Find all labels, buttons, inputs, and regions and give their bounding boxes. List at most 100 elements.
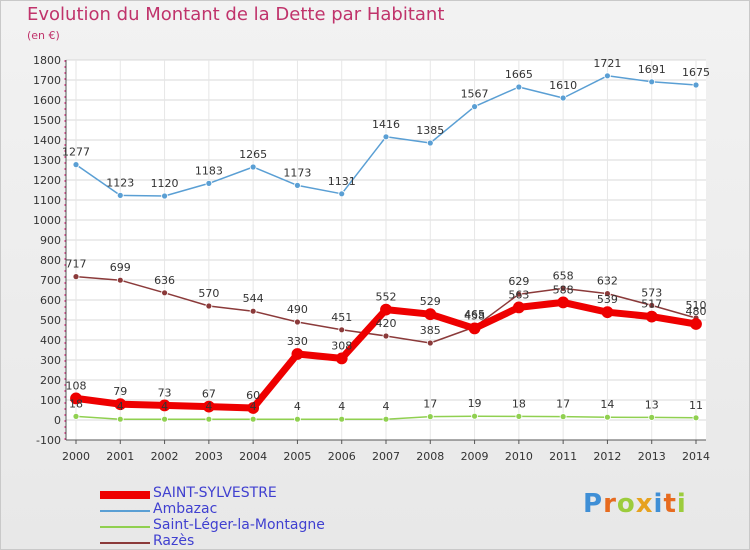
data-point <box>249 415 257 423</box>
x-tick-label: 2002 <box>151 450 179 463</box>
data-label: 420 <box>376 317 397 330</box>
data-label: 1385 <box>416 124 444 137</box>
data-point <box>515 290 523 298</box>
data-point <box>205 415 213 423</box>
data-point <box>559 94 567 102</box>
data-label: 60 <box>246 389 260 402</box>
data-label: 570 <box>198 287 219 300</box>
data-point <box>116 191 124 199</box>
data-label: 4 <box>117 400 124 413</box>
data-point <box>294 415 301 423</box>
data-point <box>471 103 478 110</box>
data-label: 4 <box>161 400 168 413</box>
data-point <box>161 192 168 200</box>
data-label: 517 <box>641 298 662 311</box>
y-tick-label: 200 <box>40 374 61 387</box>
legend-item: Ambazac <box>100 501 380 518</box>
data-point <box>291 348 304 360</box>
data-label: 4 <box>383 400 390 413</box>
data-point <box>601 306 614 319</box>
y-tick-label: 800 <box>40 254 61 267</box>
data-label: 18 <box>69 397 83 410</box>
data-label: 1610 <box>549 79 577 92</box>
data-label: 1120 <box>151 177 179 190</box>
x-tick-label: 2014 <box>682 450 710 463</box>
data-label: 18 <box>512 397 526 410</box>
x-tick-label: 2012 <box>593 450 621 463</box>
data-point <box>468 322 481 335</box>
data-point <box>72 273 80 281</box>
data-label: 1567 <box>461 88 489 101</box>
chart-subtitle: (en €) <box>27 29 60 42</box>
data-point <box>471 412 478 420</box>
y-tick-label: 300 <box>40 354 61 367</box>
legend-swatch <box>100 526 150 528</box>
data-point <box>338 415 346 423</box>
data-point <box>116 415 124 423</box>
data-point <box>161 415 168 423</box>
data-label: 1183 <box>195 164 223 177</box>
data-label: 563 <box>508 288 529 301</box>
data-label: 1675 <box>682 66 710 79</box>
data-label: 13 <box>645 398 659 411</box>
data-label: 552 <box>376 291 397 304</box>
data-point <box>559 413 567 421</box>
data-point <box>426 139 434 147</box>
data-point <box>604 413 611 421</box>
data-label: 14 <box>600 398 614 411</box>
y-tick-label: 100 <box>40 394 61 407</box>
y-tick-label: 0 <box>54 414 61 427</box>
data-label: 17 <box>423 398 437 411</box>
data-label: 19 <box>468 397 482 410</box>
data-point <box>249 307 257 315</box>
y-tick-label: 1300 <box>33 154 61 167</box>
data-point <box>690 318 702 330</box>
data-label: 17 <box>556 398 570 411</box>
chart-title: Evolution du Montant de la Dette par Hab… <box>27 4 445 25</box>
data-label: 1265 <box>239 148 267 161</box>
data-label: 632 <box>597 275 618 288</box>
legend-label: Saint-Léger-la-Montagne <box>153 517 325 533</box>
legend: SAINT-SYLVESTRE Ambazac Saint-Léger-la-Mon… <box>100 485 380 550</box>
data-point <box>72 161 80 169</box>
data-point <box>645 310 658 323</box>
data-label: 1123 <box>106 176 134 189</box>
y-tick-label: 1700 <box>33 74 61 87</box>
x-tick-label: 2004 <box>239 450 267 463</box>
data-point <box>426 339 434 347</box>
x-tick-label: 2005 <box>283 450 311 463</box>
data-point <box>426 413 434 421</box>
data-label: 629 <box>508 275 529 288</box>
y-tick-label: 1000 <box>33 214 61 227</box>
data-label: 1665 <box>505 68 533 81</box>
data-point <box>648 301 656 309</box>
data-label: 490 <box>287 303 308 316</box>
y-tick-label: 700 <box>40 274 61 287</box>
data-point <box>205 179 213 187</box>
data-label: 465 <box>464 308 485 321</box>
line-chart: -100 0 100 200 300 400 500 600 700 800 900 1000 1100… <box>33 54 710 463</box>
data-point <box>70 392 82 405</box>
data-point <box>692 81 700 89</box>
data-label: 1277 <box>62 146 90 159</box>
x-tick-label: 2000 <box>62 450 90 463</box>
data-label: 67 <box>202 388 216 401</box>
data-point <box>382 332 390 340</box>
data-point <box>424 308 437 321</box>
x-tick-label: 2009 <box>461 450 489 463</box>
x-tick-label: 2003 <box>195 450 223 463</box>
x-tick-label: 2008 <box>416 450 444 463</box>
data-label: 330 <box>287 335 308 348</box>
data-point <box>382 415 390 423</box>
data-point <box>648 78 656 86</box>
data-label: 544 <box>243 292 264 305</box>
data-point <box>202 400 215 413</box>
data-label: 458 <box>464 309 485 322</box>
data-point <box>604 72 611 80</box>
x-tick-label: 2006 <box>328 450 356 463</box>
y-tick-label: 500 <box>40 314 61 327</box>
data-label: 4 <box>338 400 345 413</box>
data-point <box>294 318 301 326</box>
series-ambazac <box>72 72 700 200</box>
data-label: 4 <box>205 400 212 413</box>
